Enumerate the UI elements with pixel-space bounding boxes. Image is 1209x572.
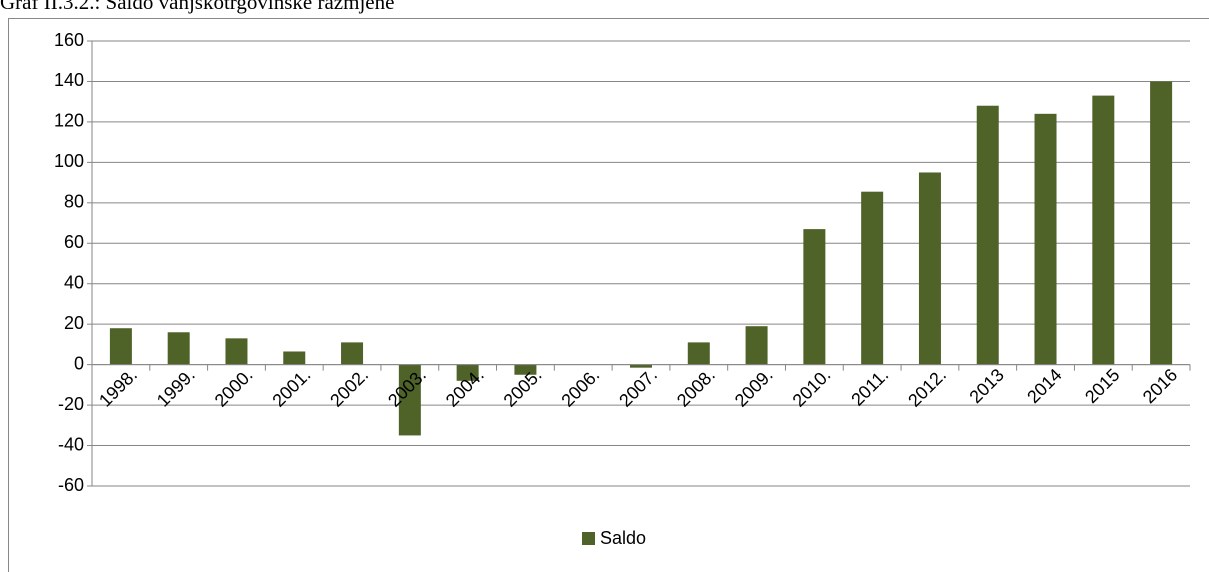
bar [803,229,826,365]
bar [745,326,768,365]
bar [687,342,710,365]
y-tick-label: 80 [64,192,84,212]
y-tick-label: -60 [58,475,84,495]
y-tick-label: 0 [74,353,84,373]
bar [398,364,421,436]
x-tick-label: 2006. [557,365,603,411]
bar [1034,113,1057,365]
y-tick-label: 40 [64,272,84,292]
y-tick-label: 20 [64,313,84,333]
x-tick-label: 2015 [1081,365,1123,407]
bar [167,332,190,365]
y-tick-label: 120 [54,111,84,131]
bar [1092,95,1115,365]
chart-frame [8,18,1209,572]
bar [283,351,306,365]
x-tick-label: 1999. [153,365,199,411]
x-tick-label: 2007. [615,365,661,411]
legend-label: Saldo [600,528,646,548]
y-tick-label: 160 [54,30,84,50]
bar [456,364,479,381]
y-tick-label: -40 [58,434,84,454]
bar [109,328,132,365]
bar [918,172,941,365]
bar [225,338,248,365]
bar [341,342,364,365]
x-tick-label: 2012. [904,365,950,411]
x-tick-label: 1998. [95,365,141,411]
bar [976,105,999,365]
y-tick-label: 140 [54,70,84,90]
x-tick-label: 2013 [965,365,1007,407]
bar [1150,81,1173,365]
x-tick-label: 2008. [673,365,719,411]
x-tick-label: 2010. [789,365,835,411]
y-tick-label: 60 [64,232,84,252]
legend-swatch [582,532,595,545]
x-tick-label: 2002. [326,365,372,411]
chart-title: Graf II.3.2.: Saldo vanjskotrgovinske ra… [0,0,394,14]
bar [861,191,884,365]
x-tick-label: 2011. [847,365,892,410]
y-tick-label: 100 [54,151,84,171]
y-tick-label: -20 [58,394,84,414]
x-tick-label: 2009. [731,365,777,411]
x-tick-label: 2016 [1139,365,1181,407]
bar [514,364,537,375]
x-tick-label: 2014 [1023,365,1065,407]
x-tick-label: 2000. [211,365,257,411]
x-tick-label: 2001. [268,365,314,411]
bar [630,364,652,368]
